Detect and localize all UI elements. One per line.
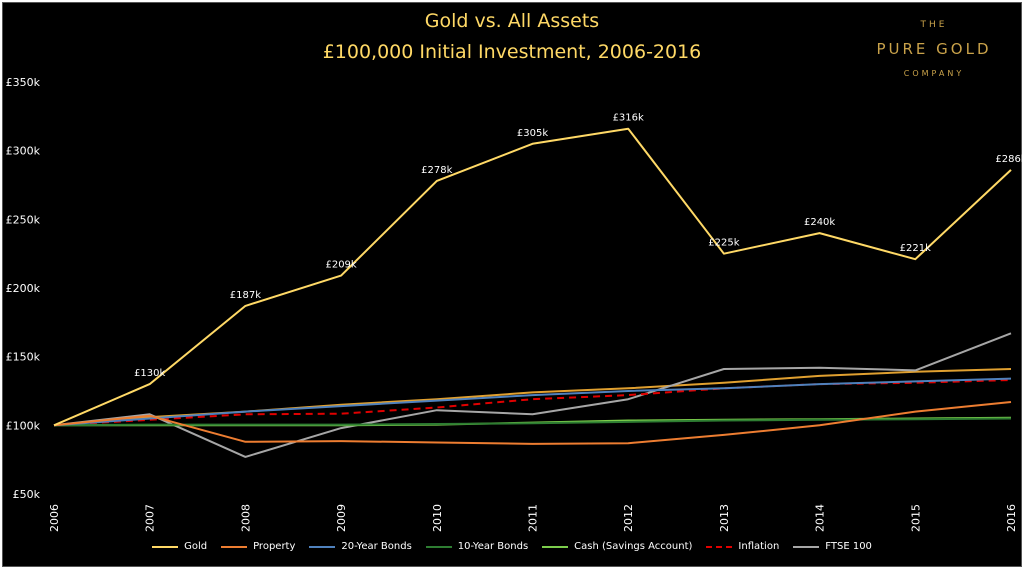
x-tick-label: 2010	[431, 504, 444, 532]
series-line-property	[53, 401, 1012, 445]
gold-data-label: £286k	[995, 154, 1024, 165]
series-line-ftse-100	[53, 332, 1012, 458]
legend-swatch	[706, 545, 733, 548]
x-tick-label: 2006	[48, 504, 61, 532]
gold-data-label: £278k	[421, 165, 452, 176]
x-tick-label: 2007	[144, 504, 157, 532]
series-line-gold	[53, 127, 1012, 427]
x-tick-label: 2011	[527, 504, 540, 532]
series-line-10-year-bonds	[53, 417, 1012, 427]
chart-title: Gold vs. All Assets	[424, 10, 600, 32]
x-tick-label: 2013	[718, 504, 731, 532]
gold-data-label: £130k	[134, 368, 165, 379]
legend-swatch	[152, 545, 179, 548]
legend-item-20-year-bonds: 20-Year Bonds	[309, 541, 412, 552]
gold-data-label: £240k	[804, 217, 835, 228]
x-tick-label: 2016	[1005, 504, 1018, 532]
x-tick-label: 2012	[622, 504, 635, 532]
gold-data-label: £305k	[517, 128, 548, 139]
y-tick-label: £300k	[6, 145, 41, 158]
x-tick-label: 2009	[335, 504, 348, 532]
y-tick-label: £250k	[6, 213, 41, 226]
x-tick-label: 2008	[239, 504, 252, 532]
legend-item-10-year-bonds: 10-Year Bonds	[425, 541, 529, 552]
x-tick-label: 2014	[814, 504, 827, 532]
legend-label: Inflation	[738, 541, 780, 552]
legend-item-cash-savings-account: Cash (Savings Account)	[542, 541, 692, 552]
chart-legend: Gold Property 20-Year Bonds 10-Year Bonds Ca…	[0, 541, 1024, 552]
legend-label: Property	[253, 541, 296, 552]
legend-swatch	[221, 545, 248, 548]
legend-item-inflation: Inflation	[706, 541, 779, 552]
legend-item-ftse-100: FTSE 100	[793, 541, 872, 552]
gold-data-label: £225k	[708, 238, 739, 249]
legend-item-property: Property	[221, 541, 295, 552]
legend-label: 20-Year Bonds	[341, 541, 412, 552]
y-tick-label: £100k	[6, 419, 41, 432]
legend-label: Cash (Savings Account)	[574, 541, 693, 552]
legend-swatch	[309, 545, 336, 548]
gold-data-label: £187k	[230, 290, 261, 301]
legend-swatch	[793, 545, 820, 548]
logo-text-main: PURE GOLD	[876, 40, 992, 58]
logo-text-the: THE	[920, 20, 948, 30]
x-tick-label: 2015	[909, 504, 922, 532]
legend-label: 10-Year Bonds	[457, 541, 529, 552]
series-line-20-year-bonds	[53, 377, 1012, 427]
gold-data-label: £316k	[613, 113, 644, 124]
legend-item-gold: Gold	[152, 541, 207, 552]
y-tick-label: £150k	[6, 351, 41, 364]
y-tick-label: £50k	[13, 488, 41, 501]
gold-data-label: £221k	[900, 243, 931, 254]
legend-swatch	[425, 545, 452, 548]
legend-label: Gold	[184, 541, 208, 552]
legend-label: FTSE 100	[825, 541, 872, 552]
legend-swatch	[542, 545, 569, 548]
y-tick-label: £200k	[6, 282, 41, 295]
logo-text-company: COMPANY	[903, 69, 965, 78]
chart-subtitle: £100,000 Initial Investment, 2006-2016	[322, 41, 702, 63]
gold-data-label: £209k	[325, 260, 356, 271]
y-tick-label: £350k	[6, 76, 41, 89]
series-line-unlabeled	[53, 368, 1012, 427]
